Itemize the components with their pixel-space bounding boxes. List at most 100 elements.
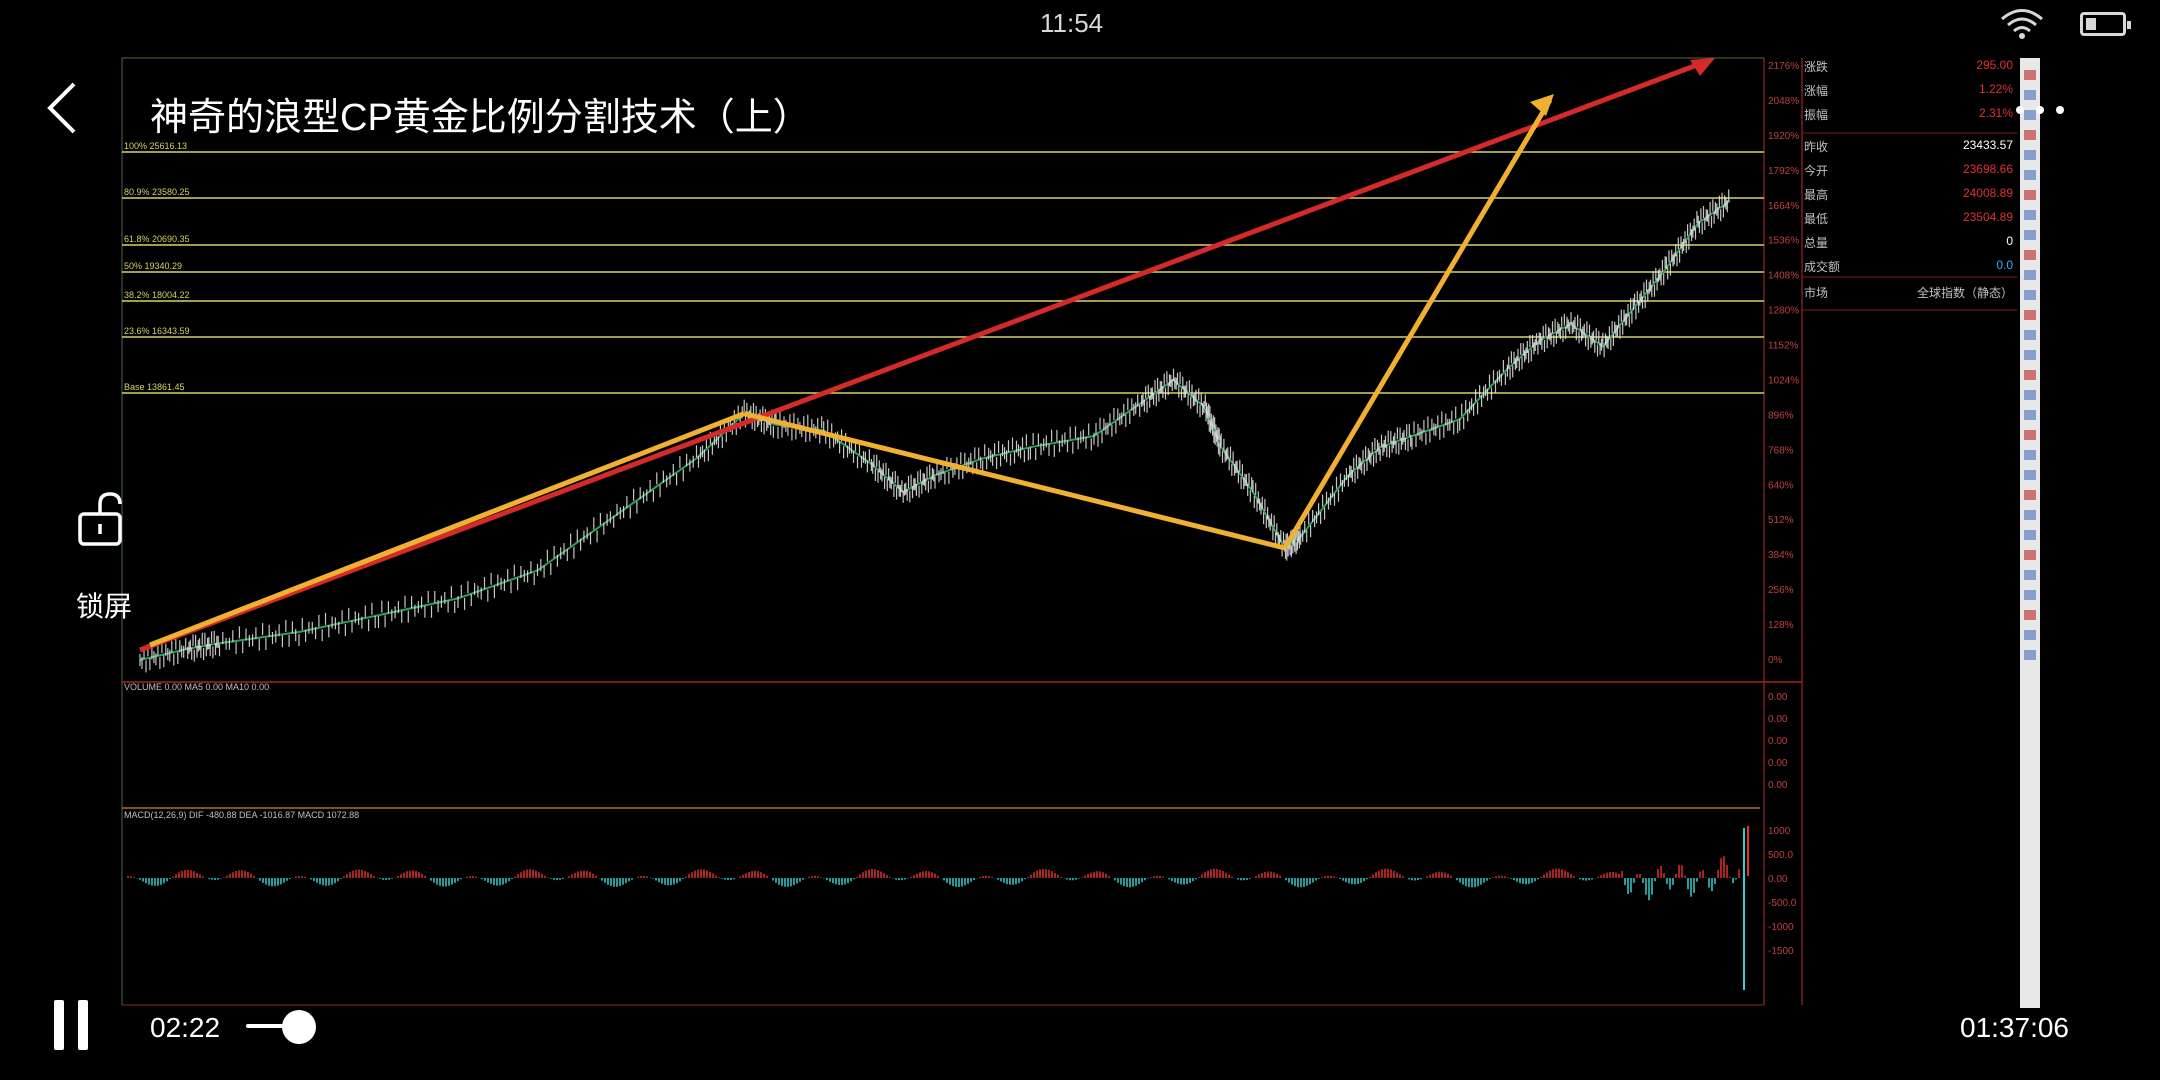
price-axis-tick: 384% xyxy=(1768,550,1794,561)
trend-arrowhead-red xyxy=(1690,58,1715,76)
trend-arrow-red xyxy=(139,59,1706,653)
wifi-icon xyxy=(2001,9,2043,39)
toolbar-tool-icon xyxy=(2024,190,2036,200)
fib-level-label: 50% 19340.29 xyxy=(124,261,182,271)
price-axis-tick: 896% xyxy=(1768,410,1794,421)
toolbar-tool-icon xyxy=(2024,430,2036,440)
toolbar-tool-icon xyxy=(2024,570,2036,580)
price-axis-tick: 2176% xyxy=(1768,61,1799,72)
more-options-button[interactable] xyxy=(2010,92,2070,128)
macd-axis-tick: 1000 xyxy=(1768,826,1791,837)
toolbar-tool-icon xyxy=(2024,470,2036,480)
macd-axis-tick: 500.0 xyxy=(1768,850,1793,861)
price-axis-tick: 256% xyxy=(1768,585,1794,596)
toolbar-tool-icon xyxy=(2024,130,2036,140)
quote-row: 最低 23504.89 xyxy=(1804,210,2013,226)
toolbar-tool-icon xyxy=(2024,330,2036,340)
toolbar-tool-icon xyxy=(2024,550,2036,560)
toolbar-tool-icon xyxy=(2024,490,2036,500)
price-axis-tick: 1152% xyxy=(1768,341,1799,352)
back-button[interactable] xyxy=(40,78,84,138)
toolbar-tool-icon xyxy=(2024,630,2036,640)
macd-axis-tick: -500.0 xyxy=(1768,898,1797,909)
toolbar-tool-icon xyxy=(2024,230,2036,240)
toolbar-tool-icon xyxy=(2024,310,2036,320)
macd-axis-tick: -1500 xyxy=(1768,946,1794,957)
toolbar-tool-icon xyxy=(2024,270,2036,280)
toolbar-tool-icon xyxy=(2024,410,2036,420)
fib-level-label: Base 13861.45 xyxy=(124,382,185,392)
fib-level-label: 80.9% 23580.25 xyxy=(124,187,190,197)
quote-row: 总量 0 xyxy=(1804,234,2013,250)
volume-axis-tick: 0.00 xyxy=(1768,692,1788,703)
quote-row: 涨跌 295.00 xyxy=(1804,58,2013,74)
total-duration: 01:37:06 xyxy=(1960,1012,2069,1043)
wave-arrowhead-3 xyxy=(1530,94,1554,116)
price-axis-tick: 1920% xyxy=(1768,131,1799,142)
wave-arrow-3 xyxy=(1282,98,1553,550)
toolbar-tool-icon xyxy=(2024,390,2036,400)
toolbar-tool-icon xyxy=(2024,210,2036,220)
toolbar-tool-icon xyxy=(2024,110,2036,120)
toolbar-tool-icon xyxy=(2024,90,2036,100)
toolbar-tool-icon xyxy=(2024,290,2036,300)
quote-row: 昨收 23433.57 xyxy=(1804,138,2013,154)
volume-axis-tick: 0.00 xyxy=(1768,780,1788,791)
toolbar-tool-icon xyxy=(2024,370,2036,380)
toolbar-tool-icon xyxy=(2024,350,2036,360)
pause-icon xyxy=(54,1000,64,1050)
quote-row: 市场 全球指数（静态） xyxy=(1804,286,2013,300)
pause-icon-bar xyxy=(78,1000,88,1050)
price-axis-tick: 1792% xyxy=(1768,166,1799,177)
price-axis-tick: 0% xyxy=(1768,655,1783,666)
pause-button[interactable] xyxy=(54,1000,90,1050)
wave-arrow-2 xyxy=(743,411,1286,551)
quote-row: 成交额 0.0 xyxy=(1804,258,2013,274)
volume-axis-tick: 0.00 xyxy=(1768,758,1788,769)
toolbar-tool-icon xyxy=(2024,610,2036,620)
price-axis-tick: 2048% xyxy=(1768,96,1799,107)
toolbar-tool-icon xyxy=(2024,590,2036,600)
volume-axis-tick: 0.00 xyxy=(1768,714,1788,725)
video-title: 神奇的浪型CP黄金比例分割技术（上） xyxy=(150,97,811,139)
fib-level-label: 23.6% 16343.59 xyxy=(124,326,190,336)
quote-row: 今开 23698.66 xyxy=(1804,162,2013,178)
price-axis-tick: 1408% xyxy=(1768,271,1799,282)
macd-axis-tick: 0.00 xyxy=(1768,874,1788,885)
quote-row: 最高 24008.89 xyxy=(1804,186,2013,202)
volume-indicator-label: VOLUME 0.00 MA5 0.00 MA10 0.00 xyxy=(124,682,269,692)
lock-screen-label: 锁屏 xyxy=(76,591,133,622)
lock-screen-button[interactable] xyxy=(74,490,134,550)
toolbar-tool-icon xyxy=(2024,170,2036,180)
price-axis-tick: 768% xyxy=(1768,445,1794,456)
price-axis-tick: 1664% xyxy=(1768,201,1799,212)
seek-bar-played[interactable] xyxy=(246,1024,302,1028)
fib-level-label: 38.2% 18004.22 xyxy=(124,290,190,300)
toolbar-tool-icon xyxy=(2024,530,2036,540)
toolbar-tool-icon xyxy=(2024,650,2036,660)
price-axis-tick: 512% xyxy=(1768,515,1794,526)
macd-positive-bars xyxy=(127,856,1740,878)
macd-negative-bars xyxy=(136,878,1737,901)
toolbar-tool-icon xyxy=(2024,510,2036,520)
wave-arrow-1 xyxy=(149,411,746,648)
volume-axis-tick: 0.00 xyxy=(1768,736,1788,747)
price-axis-tick: 128% xyxy=(1768,620,1794,631)
seek-thumb[interactable] xyxy=(282,1010,316,1044)
fib-level-label: 61.8% 20690.35 xyxy=(124,234,190,244)
status-time: 11:54 xyxy=(1040,8,1104,38)
price-axis-tick: 1280% xyxy=(1768,306,1799,317)
fib-level-label: 100% 25616.13 xyxy=(124,141,187,151)
battery-icon xyxy=(2080,12,2131,36)
toolbar-tool-icon xyxy=(2024,450,2036,460)
macd-indicator-label: MACD(12,26,9) DIF -480.88 DEA -1016.87 M… xyxy=(124,810,359,820)
toolbar-tool-icon xyxy=(2024,150,2036,160)
toolbar-tool-icon xyxy=(2024,70,2036,80)
current-time: 02:22 xyxy=(150,1012,221,1043)
quote-row: 振幅 2.31% xyxy=(1804,106,2013,122)
macd-axis-tick: -1000 xyxy=(1768,922,1794,933)
price-axis-tick: 640% xyxy=(1768,480,1794,491)
price-axis-tick: 1024% xyxy=(1768,375,1799,386)
